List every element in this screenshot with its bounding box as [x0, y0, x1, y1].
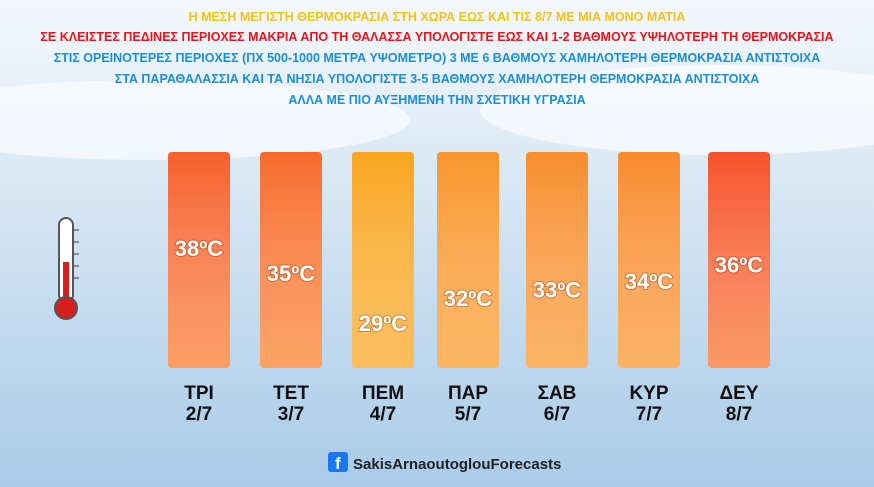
thermometer: [54, 217, 79, 320]
bar-shade: [260, 152, 322, 368]
value-label: 33ºC: [533, 277, 582, 302]
footer: f SakisArnaoutoglouForecasts: [328, 452, 561, 473]
date-label: 2/7: [186, 404, 212, 425]
day-label: ΠΕΜ: [362, 383, 404, 404]
note: ΣΤΑ ΠΑΡΑΘΑΛΑΣΣΙΑ ΚΑΙ ΤΑ ΝΗΣΙΑ ΥΠΟΛΟΓΙΣΤΕ…: [115, 72, 760, 86]
value-label: 35ºC: [267, 261, 316, 286]
bar-shade: [526, 152, 588, 368]
note: ΣΤΙΣ ΟΡΕΙΝΟΤΕΡΕΣ ΠΕΡΙΟΧΕΣ (ΠΧ 500-1000 Μ…: [54, 51, 821, 65]
bar-shade: [618, 152, 680, 368]
facebook-icon[interactable]: [328, 452, 348, 472]
cloud: [480, 65, 874, 155]
cloud: [0, 80, 410, 160]
footer-text[interactable]: SakisArnaoutoglouForecasts: [353, 456, 561, 473]
day-label: ΔΕΥ: [719, 383, 758, 404]
bar-shade: [352, 152, 414, 368]
value-label: 32ºC: [444, 286, 493, 311]
bar-shade: [708, 152, 770, 368]
note: ΑΛΛΑ ΜΕ ΠΙΟ ΑΥΞΗΜΕΝΗ ΤΗΝ ΣΧΕΤΙΚΗ ΥΓΡΑΣΙΑ: [288, 93, 585, 107]
date-label: 4/7: [370, 404, 396, 425]
subtitle: ΣΕ ΚΛΕΙΣΤΕΣ ΠΕΔΙΝΕΣ ΠΕΡΙΟΧΕΣ ΜΑΚΡΙΑ ΑΠΟ …: [40, 30, 833, 44]
day-label: ΤΡΙ: [184, 383, 214, 404]
date-label: 3/7: [278, 404, 304, 425]
day-label: ΣΑΒ: [538, 383, 577, 404]
bar-shade: [437, 152, 499, 368]
day-label: ΠΑΡ: [448, 383, 488, 404]
value-label: 38ºC: [175, 236, 224, 261]
value-label: 34ºC: [625, 269, 674, 294]
date-label: 8/7: [726, 404, 752, 425]
date-label: 5/7: [455, 404, 481, 425]
value-label: 29ºC: [359, 311, 408, 336]
title: Η ΜΕΣΗ ΜΕΓΙΣΤΗ ΘΕΡΜΟΚΡΑΣΙΑ ΣΤΗ ΧΩΡΑ ΕΩΣ …: [189, 10, 686, 24]
bar-shade: [168, 152, 230, 368]
date-label: 7/7: [636, 404, 662, 425]
day-label: ΤΕΤ: [273, 383, 309, 404]
value-label: 36ºC: [715, 252, 764, 277]
date-label: 6/7: [544, 404, 570, 425]
day-label: ΚΥΡ: [629, 383, 668, 404]
facebook-f: f: [335, 454, 341, 473]
